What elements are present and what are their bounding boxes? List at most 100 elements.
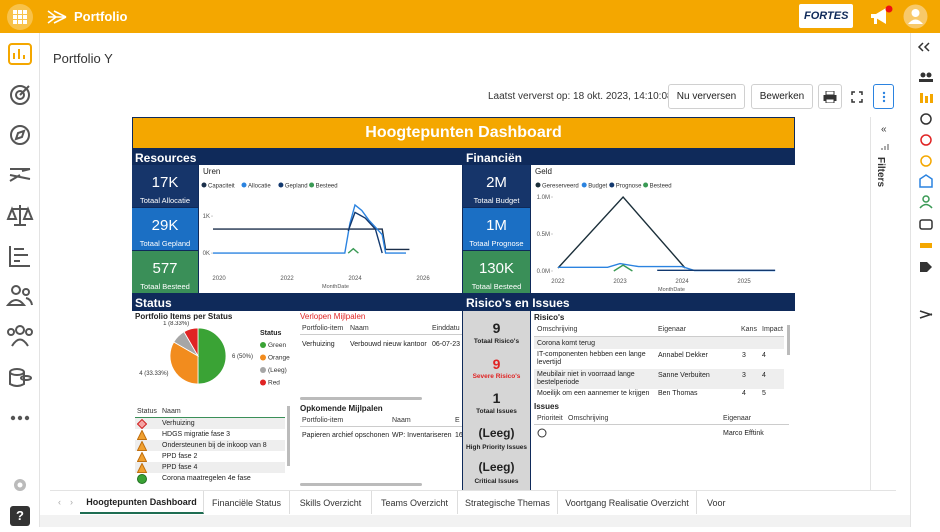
fullscreen-button[interactable] (848, 87, 866, 107)
edit-button[interactable]: Bewerken (751, 84, 813, 109)
pie-title: Portfolio Items per Status (135, 312, 233, 321)
legend-marker (260, 354, 266, 361)
scrollbar[interactable] (300, 397, 422, 400)
tool-home[interactable] (919, 174, 933, 188)
nav-more[interactable] (10, 415, 30, 421)
tab-scroll-right[interactable]: › (70, 497, 73, 507)
expand-filters[interactable]: « (881, 124, 887, 135)
status-icon (137, 441, 147, 451)
upcoming-title: Opkomende Mijlpalen (300, 404, 383, 413)
kpi-value: 9 (492, 356, 501, 372)
kpi-tile: 2M Totaal Budget (463, 165, 530, 207)
nav-planning[interactable] (9, 246, 30, 267)
tool-tag[interactable] (920, 262, 932, 272)
scrollbar[interactable] (787, 325, 790, 355)
nav-compass[interactable] (10, 125, 30, 145)
series-line (557, 195, 686, 269)
column-header: Omschrijving (568, 415, 609, 422)
right-sidebar (910, 33, 940, 527)
kpi-value: (Leeg) (478, 460, 515, 474)
tab[interactable]: Voor (707, 497, 726, 508)
more-button[interactable] (873, 84, 894, 109)
nav-icons: ? (5, 43, 34, 526)
header-rule (135, 417, 285, 418)
column-header: Eigenaar (658, 326, 687, 333)
row: PPD fase 2 (135, 451, 285, 462)
nav-finance[interactable] (9, 368, 32, 387)
kpi-value: 2M (486, 174, 507, 191)
announcements[interactable] (868, 5, 894, 29)
section-heading: Risico's en Issues (466, 296, 570, 310)
tab-scroll-left[interactable]: ‹ (58, 497, 61, 507)
kpi-tile: 577 Totaal Besteed (132, 251, 198, 293)
section-heading: Resources (135, 151, 197, 165)
legend-label: Gereserveerd (542, 184, 579, 190)
dashboard: Hoogtepunten Dashboard Resources Financi… (132, 117, 795, 490)
x-tick-label: 2020 (212, 276, 226, 282)
kpi-label: Severe Risico's (472, 373, 521, 380)
more-icon (882, 91, 885, 102)
kpi-value: 17K (151, 174, 179, 191)
nav-goals[interactable] (10, 85, 30, 105)
tab[interactable]: Financiële Status (204, 491, 290, 514)
y-tick-label: 1K (203, 214, 210, 220)
refreshed-at: Laatst ververst op: 18 okt. 2023, 14:10:… (488, 91, 673, 102)
print-button[interactable] (818, 84, 842, 109)
kpi-label: Totaal Issues (476, 408, 517, 415)
user-avatar[interactable] (902, 3, 929, 30)
risk-owner: Annabel Dekker (658, 352, 708, 359)
kpi-label: Totaal Budget (473, 196, 520, 205)
scrollbar[interactable] (287, 406, 290, 466)
tool-compass-red[interactable] (920, 134, 932, 146)
legend-marker (241, 182, 247, 188)
tab-active[interactable]: Hoogtepunten Dashboard (80, 491, 204, 514)
legend-label: Prognose (616, 184, 642, 190)
tool-chart[interactable] (920, 93, 933, 103)
kpi-label: Totaal Risico's (473, 338, 520, 345)
tab[interactable]: Strategische Themas (458, 491, 558, 514)
tab[interactable]: Skills Overzicht (290, 491, 372, 514)
row: Corona komt terug (534, 337, 784, 349)
legend-marker (260, 367, 266, 373)
header-rule (534, 336, 784, 337)
tool-person[interactable] (919, 195, 933, 209)
nav-settings[interactable] (14, 479, 26, 491)
filters-pane[interactable]: « Filters (870, 117, 896, 490)
nav-balance[interactable] (6, 205, 34, 226)
legend-marker (609, 182, 615, 188)
priority-icon (537, 428, 547, 438)
row: Meubilair niet in voorraad lange bestelp… (534, 369, 784, 389)
legend-label: Capaciteit (208, 184, 235, 190)
tool-compass-orange[interactable] (920, 155, 932, 167)
nav-roadmap[interactable] (9, 168, 31, 182)
nav-dashboard[interactable] (8, 43, 32, 65)
filter-icon (881, 144, 889, 150)
refresh-button[interactable]: Nu verversen (668, 84, 745, 109)
column-header: Impact (762, 326, 784, 333)
tool-users[interactable] (919, 72, 933, 83)
tab[interactable]: Teams Overzicht (372, 491, 458, 514)
tool-roadmap[interactable] (919, 310, 933, 319)
app-launcher[interactable] (5, 3, 35, 31)
risk-impact: 5 (762, 390, 766, 397)
legend-marker (201, 182, 207, 188)
nav-people[interactable] (5, 285, 33, 306)
legend-label: Orange (268, 355, 290, 362)
tool-box[interactable] (919, 219, 933, 230)
tool-compass[interactable] (920, 113, 932, 125)
issues-title: Issues (534, 402, 559, 411)
kpi-tile: 130K Totaal Besteed (463, 251, 530, 293)
row: Ondersteunen bij de inkoop van 8 (135, 440, 285, 451)
tool-group[interactable] (920, 243, 932, 248)
tab-bar (50, 490, 896, 515)
tab[interactable]: Voortgang Realisatie Overzicht (558, 491, 697, 514)
nav-help[interactable]: ? (10, 506, 30, 526)
column-header: Naam (392, 417, 411, 424)
column-header: Prioriteit (537, 415, 563, 422)
pie-value-label: 6 (50%) (232, 354, 253, 360)
collapse-icon[interactable] (917, 42, 930, 52)
scrollbar[interactable] (300, 483, 422, 486)
nav-teams[interactable] (7, 325, 33, 347)
kpi-value: 1 (492, 390, 501, 406)
